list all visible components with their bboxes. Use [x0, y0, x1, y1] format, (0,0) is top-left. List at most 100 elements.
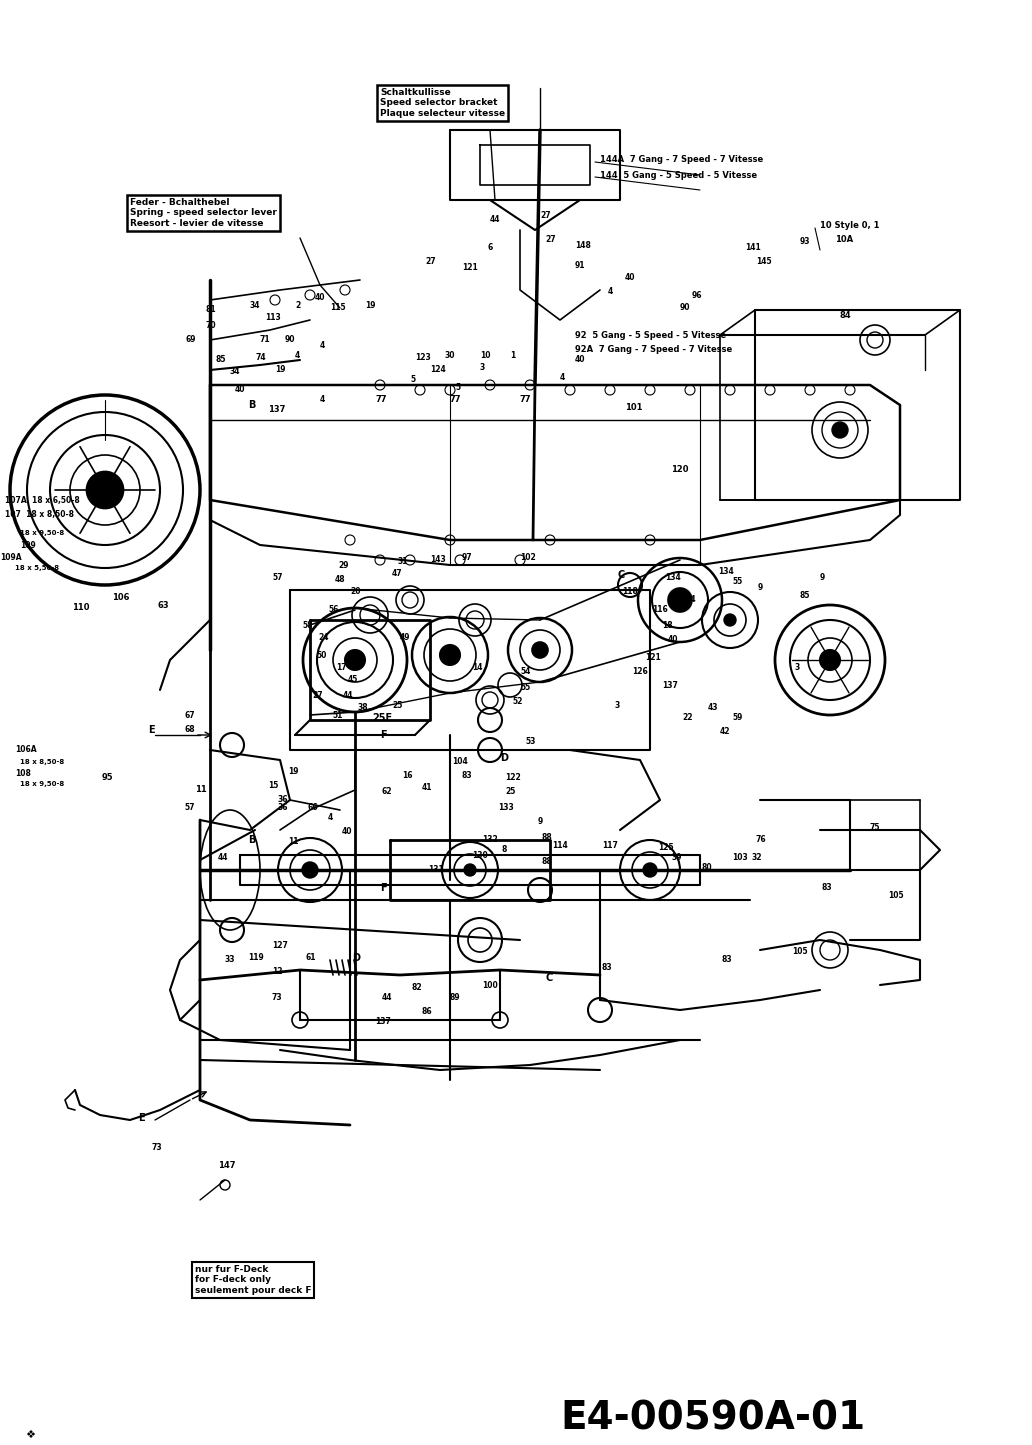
Text: 91: 91 — [575, 260, 585, 270]
Text: 83: 83 — [462, 770, 473, 779]
Text: 9: 9 — [820, 574, 826, 582]
Text: 4: 4 — [328, 814, 333, 822]
Circle shape — [668, 588, 692, 613]
Text: 32: 32 — [440, 650, 451, 659]
Text: 76: 76 — [755, 835, 766, 844]
Text: 77: 77 — [520, 396, 531, 405]
Text: 11: 11 — [195, 786, 206, 795]
Text: B: B — [248, 835, 255, 845]
Text: 92  5 Gang - 5 Speed - 5 Vitesse: 92 5 Gang - 5 Speed - 5 Vitesse — [575, 331, 727, 340]
Text: 116: 116 — [652, 605, 668, 614]
Text: E: E — [148, 725, 155, 736]
Text: 126: 126 — [632, 668, 648, 676]
Text: 59: 59 — [732, 714, 742, 722]
Text: 70: 70 — [205, 321, 216, 329]
Text: 81: 81 — [205, 305, 216, 315]
Text: 90: 90 — [285, 335, 295, 344]
Text: 1: 1 — [510, 351, 515, 360]
Text: B: B — [248, 400, 255, 410]
Text: 105: 105 — [792, 948, 808, 957]
Text: 57: 57 — [272, 574, 283, 582]
Circle shape — [464, 864, 476, 876]
Text: 117: 117 — [602, 841, 618, 850]
Text: 30: 30 — [445, 351, 455, 360]
Text: 58: 58 — [302, 620, 313, 630]
Text: 88: 88 — [542, 834, 553, 842]
Text: 12: 12 — [272, 968, 283, 977]
Circle shape — [533, 642, 548, 657]
Text: 40: 40 — [342, 828, 353, 837]
Text: 103: 103 — [732, 854, 748, 863]
Text: 88: 88 — [542, 857, 553, 867]
Text: 31: 31 — [398, 558, 409, 566]
Text: 66: 66 — [308, 803, 319, 812]
Text: E4-00590A-01: E4-00590A-01 — [560, 1399, 865, 1436]
Text: 29: 29 — [338, 561, 349, 569]
Text: 4: 4 — [608, 288, 613, 296]
Text: 83: 83 — [722, 955, 733, 964]
Text: 125: 125 — [658, 844, 674, 853]
Text: 27: 27 — [545, 236, 555, 244]
Text: 53: 53 — [525, 737, 536, 747]
Text: 74: 74 — [255, 354, 265, 363]
Text: 16: 16 — [402, 770, 413, 779]
Text: 131: 131 — [428, 866, 444, 874]
Text: 137: 137 — [375, 1017, 391, 1026]
Text: 44: 44 — [343, 691, 354, 699]
Circle shape — [820, 650, 840, 670]
Text: 86: 86 — [422, 1007, 432, 1016]
Text: 97: 97 — [462, 553, 473, 562]
Text: 41: 41 — [422, 783, 432, 792]
Text: E: E — [138, 1113, 144, 1123]
Text: 5: 5 — [455, 383, 460, 393]
Text: ❖: ❖ — [25, 1431, 35, 1441]
Text: 90: 90 — [680, 303, 690, 312]
Text: 56: 56 — [328, 605, 338, 614]
Text: 34: 34 — [230, 367, 240, 377]
Text: 50: 50 — [316, 650, 326, 659]
Text: 47: 47 — [392, 569, 402, 578]
Text: 34: 34 — [250, 301, 260, 309]
Text: 123: 123 — [415, 354, 430, 363]
Text: 9: 9 — [757, 584, 764, 592]
Text: 17: 17 — [336, 663, 347, 672]
Text: Schaltkullisse
Speed selector bracket
Plaque selecteur vitesse: Schaltkullisse Speed selector bracket Pl… — [380, 88, 505, 118]
Text: 61: 61 — [305, 954, 316, 962]
Text: 132: 132 — [482, 835, 497, 844]
Text: 10 Style 0, 1: 10 Style 0, 1 — [820, 221, 879, 230]
Text: 121: 121 — [462, 263, 478, 273]
Text: F: F — [380, 730, 387, 740]
Text: 18: 18 — [662, 620, 673, 630]
Text: 83: 83 — [602, 964, 613, 972]
Text: 63: 63 — [158, 601, 169, 610]
Text: 77: 77 — [450, 396, 461, 405]
Text: 43: 43 — [708, 704, 718, 712]
Text: 134: 134 — [718, 568, 734, 577]
Text: 121: 121 — [645, 653, 660, 662]
Text: 137: 137 — [268, 406, 286, 415]
Text: 107A  18 x 6,50-8: 107A 18 x 6,50-8 — [5, 496, 79, 504]
Text: 120: 120 — [671, 465, 688, 474]
Text: 55: 55 — [732, 578, 742, 587]
Text: 80: 80 — [702, 864, 713, 873]
Text: 106: 106 — [112, 594, 129, 603]
Text: 113: 113 — [265, 314, 281, 322]
Text: 25F: 25F — [372, 712, 392, 722]
Text: 83: 83 — [823, 883, 833, 893]
Text: 108: 108 — [15, 770, 31, 779]
Text: 147: 147 — [218, 1160, 235, 1169]
Text: 49: 49 — [400, 633, 411, 643]
Text: 9: 9 — [538, 818, 543, 827]
Text: Feder - Bchalthebel
Spring - speed selector lever
Reesort - levier de vitesse: Feder - Bchalthebel Spring - speed selec… — [130, 198, 277, 228]
Text: 3: 3 — [795, 663, 800, 672]
Circle shape — [643, 863, 657, 877]
Circle shape — [440, 644, 460, 665]
Text: 130: 130 — [472, 851, 488, 860]
Text: 8: 8 — [502, 845, 508, 854]
Text: 36: 36 — [278, 803, 289, 812]
Text: 24: 24 — [318, 633, 328, 643]
Text: 114: 114 — [552, 841, 568, 850]
Text: 38: 38 — [358, 704, 368, 712]
Circle shape — [87, 473, 123, 509]
Text: 20: 20 — [350, 588, 360, 597]
